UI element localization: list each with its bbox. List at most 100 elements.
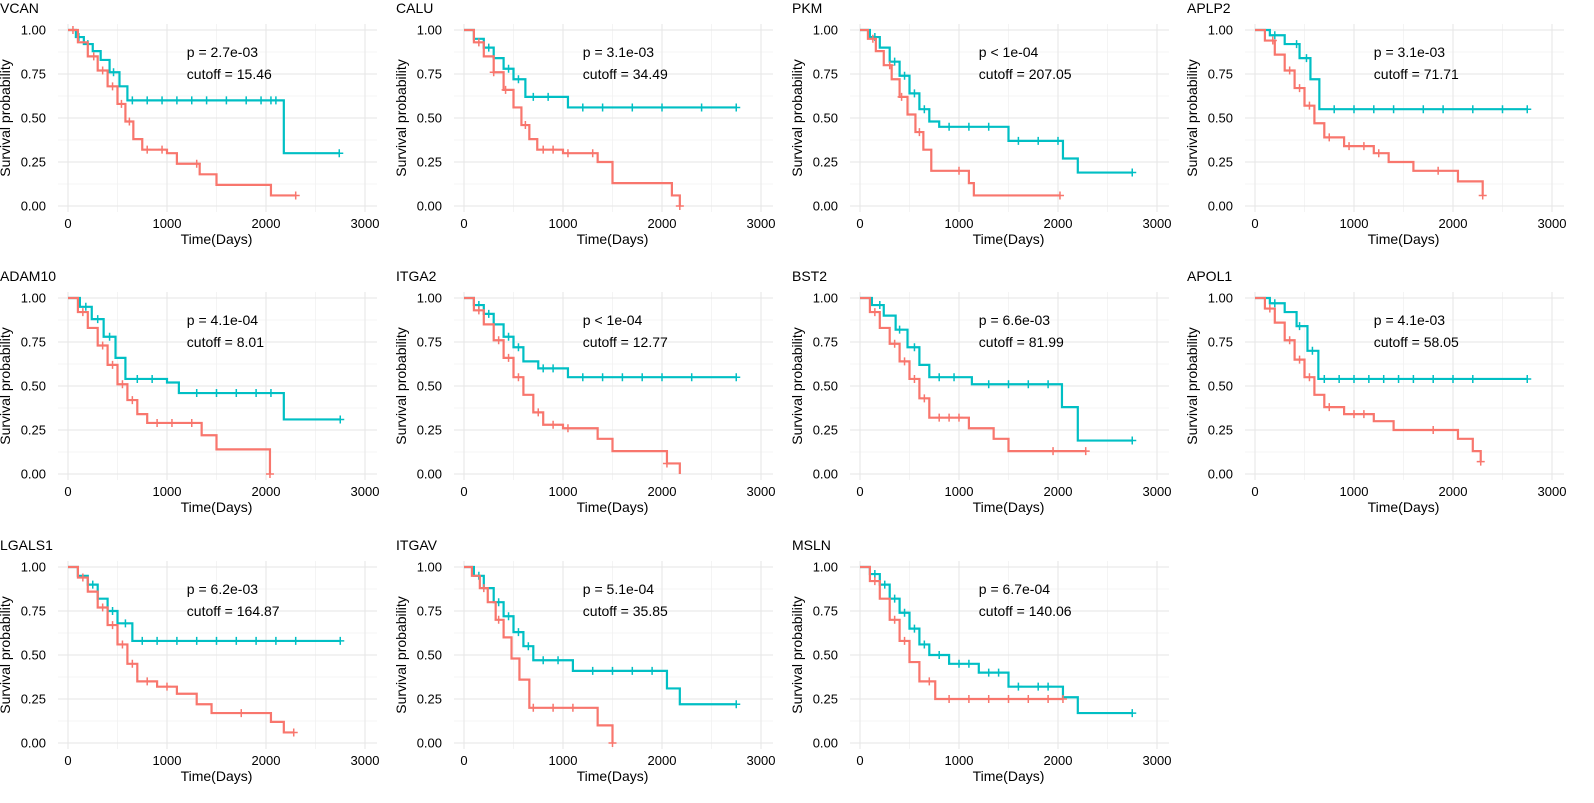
censor-mark-high <box>1449 374 1457 383</box>
censor-mark-high <box>920 105 929 114</box>
y-tick-label: 0.00 <box>1208 199 1233 214</box>
censor-mark-low <box>900 357 909 366</box>
censor-mark-high <box>648 666 657 675</box>
x-tick-label: 2000 <box>1044 753 1073 768</box>
km-panel-pkm: PKM p < 1e-04 cutoff = 207.05 0.00 0.25 0.50 0… <box>789 0 1171 247</box>
censor-mark-high <box>335 149 344 158</box>
x-tick-label: 2000 <box>252 753 281 768</box>
x-tick-label: 3000 <box>747 484 776 499</box>
censor-mark-high <box>1419 105 1428 114</box>
censor-mark-high <box>1295 322 1304 331</box>
censor-mark-low <box>1476 457 1485 466</box>
y-tick-label: 0.00 <box>417 199 442 214</box>
censor-mark-high <box>1044 380 1053 389</box>
censor-mark-low <box>890 615 899 624</box>
censor-mark-high <box>984 122 993 131</box>
censor-mark-high <box>890 57 899 66</box>
x-axis-label: Time(Days) <box>577 231 649 247</box>
km-panel-msln: MSLN p = 6.7e-04 cutoff = 140.06 0.00 0.25 0.… <box>789 537 1171 784</box>
x-tick-label: 2000 <box>648 484 677 499</box>
censor-mark-high <box>1379 374 1388 383</box>
censor-mark-low <box>945 413 954 422</box>
censor-mark-high <box>945 122 954 131</box>
censor-mark-low <box>192 159 201 168</box>
censor-mark-low <box>563 149 572 158</box>
censor-mark-low <box>549 420 558 429</box>
censor-mark-low <box>108 82 117 91</box>
panel-title: APLP2 <box>1187 0 1231 16</box>
censor-mark-high <box>549 364 558 373</box>
censor-mark-high <box>192 389 201 398</box>
censor-mark-high <box>880 580 889 589</box>
panel-title: MSLN <box>792 537 831 553</box>
censor-mark-low <box>1265 304 1274 313</box>
censor-mark-low <box>1345 142 1354 151</box>
censor-mark-high <box>1034 136 1043 145</box>
censor-mark-low <box>539 145 548 154</box>
censor-mark-high <box>1350 374 1358 383</box>
censor-mark-low <box>588 149 597 158</box>
censor-mark-low <box>964 695 973 703</box>
censor-mark-low <box>925 677 934 686</box>
censor-mark-low <box>1024 695 1033 703</box>
censor-mark-high <box>598 103 607 112</box>
km-panel-itga2: ITGA2 p < 1e-04 cutoff = 12.77 0.00 0.25 0.50… <box>393 268 775 515</box>
censor-mark-high <box>192 636 201 645</box>
y-axis-label: Survival probability <box>789 59 805 177</box>
censor-mark-high <box>143 96 152 105</box>
y-tick-label: 0.75 <box>813 335 838 350</box>
y-axis-label: Survival probability <box>0 327 13 445</box>
censor-mark-high <box>994 668 1003 677</box>
censor-mark-high <box>1014 682 1023 691</box>
censor-mark-high <box>153 636 162 645</box>
censor-mark-high <box>1468 105 1477 114</box>
censor-mark-low <box>98 66 107 75</box>
censor-mark-low <box>1429 426 1438 434</box>
y-tick-label: 0.00 <box>813 467 838 482</box>
y-tick-label: 0.50 <box>417 379 442 394</box>
censor-mark-high <box>890 594 899 603</box>
y-tick-label: 0.25 <box>21 155 46 170</box>
censor-mark-high <box>81 302 90 311</box>
censor-mark-high <box>108 607 117 615</box>
cutoff-label: cutoff = 81.99 <box>979 334 1064 350</box>
censor-mark-high <box>128 96 137 105</box>
censor-mark-low <box>563 424 572 433</box>
censor-mark-high <box>964 122 973 131</box>
x-tick-label: 3000 <box>1143 484 1172 499</box>
censor-mark-high <box>910 343 919 352</box>
y-axis-label: Survival probability <box>393 327 409 445</box>
cutoff-label: cutoff = 140.06 <box>979 603 1072 619</box>
panel-title: ITGA2 <box>396 268 437 284</box>
km-curve-low <box>860 28 1060 197</box>
y-tick-label: 1.00 <box>417 291 442 306</box>
y-tick-label: 1.00 <box>21 291 46 306</box>
censor-mark-low <box>1350 410 1358 419</box>
censor-mark-high <box>950 373 959 382</box>
km-curve-high <box>68 565 341 643</box>
censor-mark-low <box>1359 410 1368 419</box>
y-tick-label: 0.25 <box>417 155 442 170</box>
x-tick-label: 3000 <box>351 484 380 499</box>
censor-mark-high <box>266 389 275 398</box>
censor-mark-high <box>984 668 993 677</box>
censor-mark-high <box>935 373 944 382</box>
x-tick-label: 2000 <box>648 753 677 768</box>
censor-mark-high <box>732 103 741 112</box>
x-tick-label: 2000 <box>648 216 677 231</box>
x-tick-label: 0 <box>1251 216 1258 231</box>
censor-mark-high <box>1054 136 1062 145</box>
km-curve-high <box>860 28 1133 174</box>
x-tick-label: 3000 <box>351 216 380 231</box>
panel-title: BST2 <box>792 268 827 284</box>
censor-mark-low <box>529 703 538 712</box>
censor-mark-high <box>1335 374 1344 383</box>
y-tick-label: 0.00 <box>21 467 46 482</box>
censor-mark-low <box>98 603 107 612</box>
censor-mark-high <box>544 92 553 101</box>
x-axis-label: Time(Days) <box>181 231 253 247</box>
x-tick-label: 0 <box>1251 484 1258 499</box>
censor-mark-low <box>675 202 684 210</box>
panel-title: APOL1 <box>1187 268 1232 284</box>
